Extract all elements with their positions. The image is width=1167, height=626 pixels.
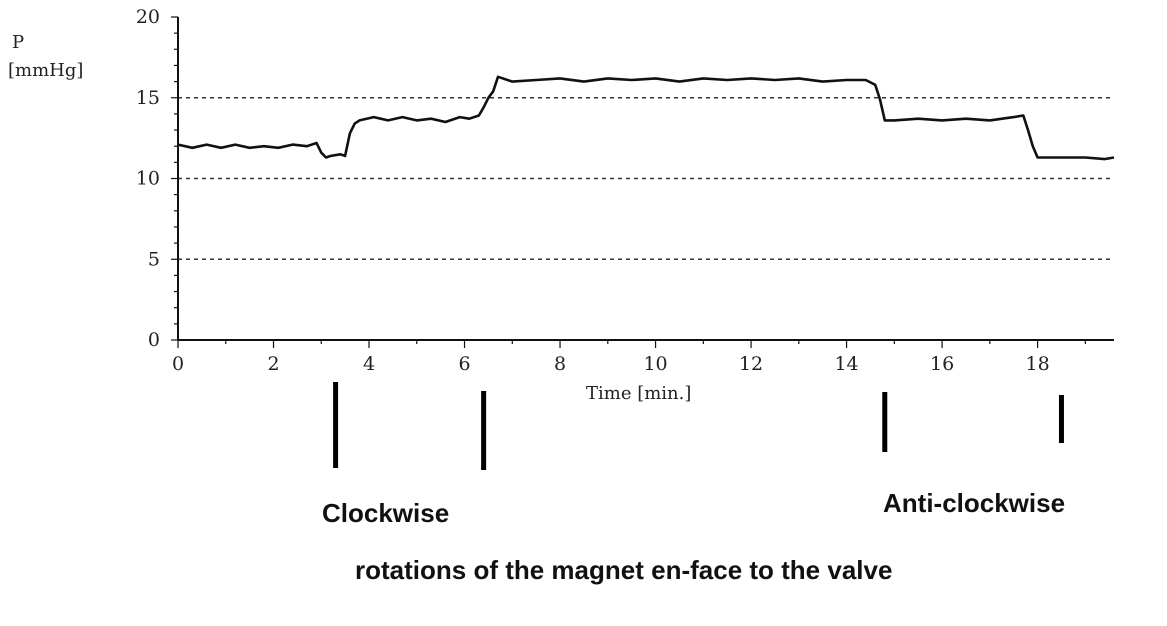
gridlines — [178, 97, 1114, 260]
x-tick-label: 16 — [930, 353, 954, 375]
y-axis-label: P — [12, 32, 24, 53]
x-tick-label: 2 — [267, 353, 279, 375]
y-tick-label: 15 — [136, 87, 160, 109]
x-tick-label: 8 — [554, 353, 566, 375]
y-tick-label: 10 — [136, 168, 160, 190]
y-ticks: 0 5 10 15 20 — [136, 6, 178, 351]
x-tick-label: 14 — [834, 353, 858, 375]
series-group — [177, 75, 1115, 161]
x-axis-label: Time [min.] — [586, 383, 691, 404]
y-tick-label: 0 — [148, 329, 160, 351]
y-tick-label: 5 — [148, 248, 160, 270]
x-tick-label: 4 — [363, 353, 375, 375]
x-tick-label: 12 — [739, 353, 763, 375]
clockwise-label: Clockwise — [322, 498, 449, 528]
series-line-0 — [177, 75, 1115, 161]
rotation-markers — [333, 382, 1064, 470]
x-ticks: 0 2 4 6 8 10 12 14 16 18 — [172, 340, 1086, 375]
y-axis-unit: [mmHg] — [8, 60, 83, 81]
x-tick-label: 10 — [643, 353, 667, 375]
x-tick-label: 0 — [172, 353, 184, 375]
anticlockwise-label: Anti-clockwise — [883, 488, 1065, 518]
x-tick-label: 6 — [458, 353, 470, 375]
y-tick-label: 20 — [136, 6, 160, 28]
x-tick-label: 18 — [1025, 353, 1049, 375]
caption-label: rotations of the magnet en-face to the v… — [355, 555, 892, 585]
